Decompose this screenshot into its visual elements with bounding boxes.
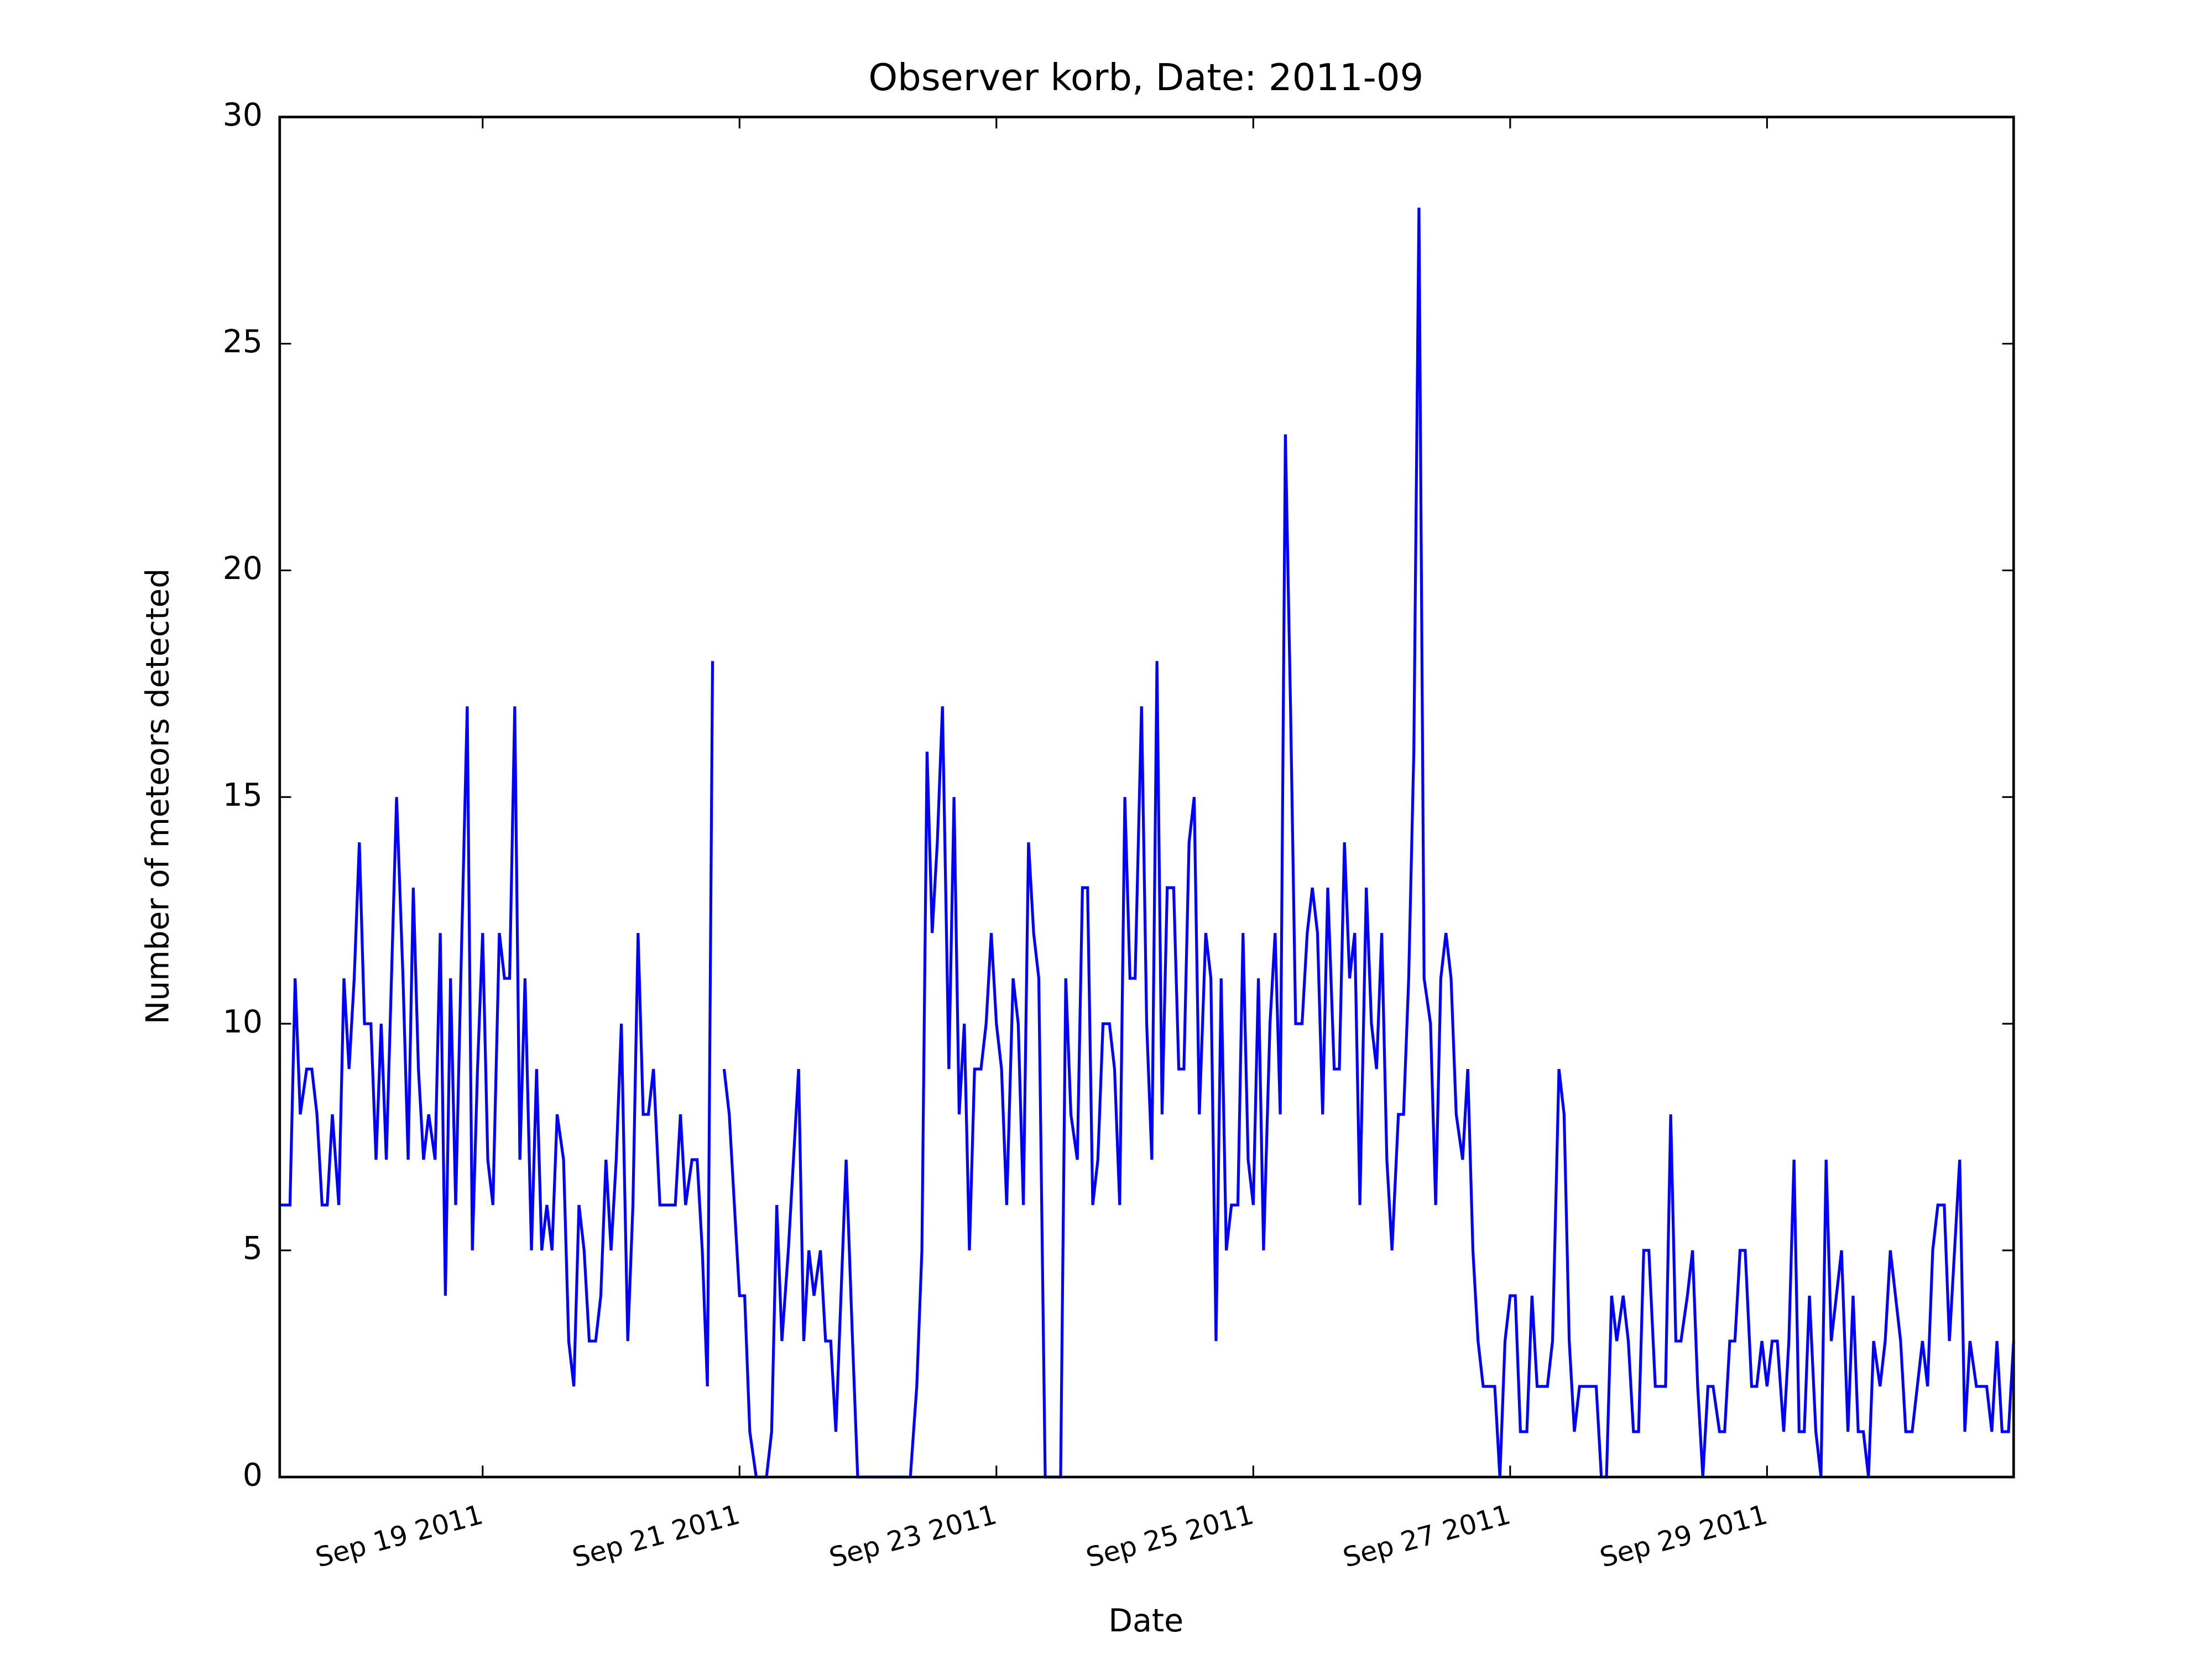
axes-frame xyxy=(278,116,2015,1479)
data-line xyxy=(279,207,2015,1479)
y-axis-label: Number of meteors detected xyxy=(140,568,176,1025)
y-tick-label: 0 xyxy=(243,1457,263,1494)
y-tick-label: 30 xyxy=(223,97,263,133)
y-tick-label: 15 xyxy=(223,777,263,813)
chart-title: Observer korb, Date: 2011-09 xyxy=(868,56,1423,99)
y-tick-label: 20 xyxy=(223,550,263,587)
x-axis-label: Date xyxy=(1108,1603,1183,1639)
y-tick-label: 10 xyxy=(223,1004,263,1040)
y-tick-label: 25 xyxy=(223,324,263,360)
y-tick-label: 5 xyxy=(243,1230,263,1267)
